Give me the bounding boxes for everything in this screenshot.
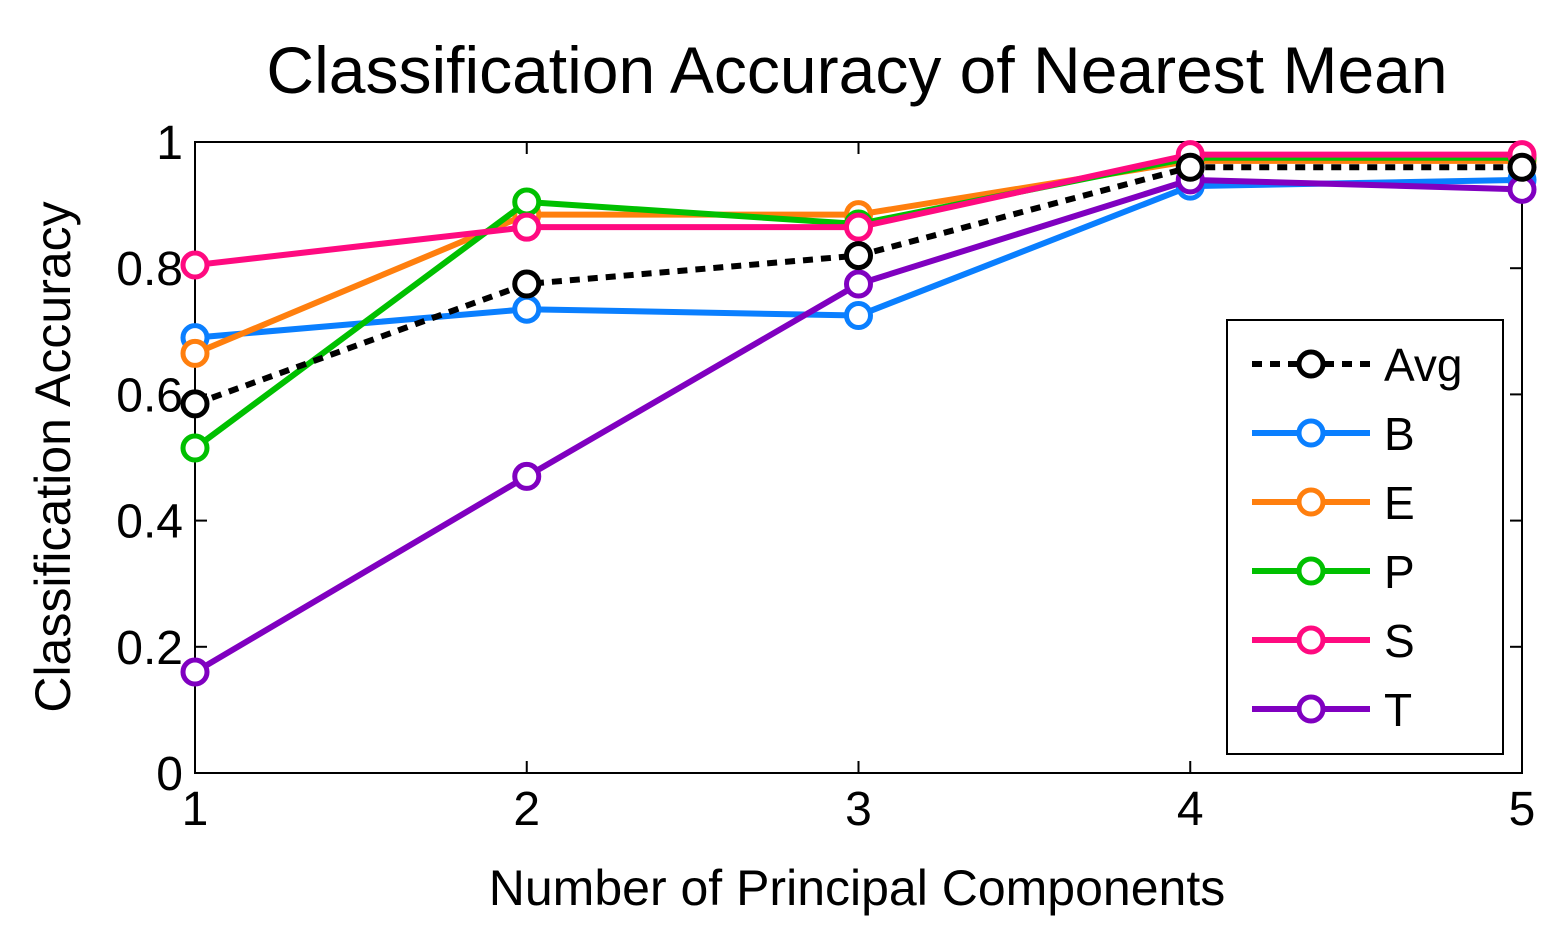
data-point-avg xyxy=(1507,152,1537,182)
y-axis-label: Classification Accuracy xyxy=(25,201,81,712)
legend-entry-t: T xyxy=(1252,684,1412,736)
y-tick-label: 1 xyxy=(156,117,183,170)
legend-box xyxy=(1226,319,1504,755)
data-point-avg xyxy=(512,269,542,299)
data-point-p xyxy=(180,433,210,463)
y-tick-label: 0.2 xyxy=(116,622,183,675)
series-t xyxy=(180,165,1537,687)
legend-swatch-marker xyxy=(1296,418,1326,448)
legend-entry-e: E xyxy=(1252,477,1415,529)
legend-swatch-marker xyxy=(1296,694,1326,724)
legend-entry-avg: Avg xyxy=(1252,339,1462,391)
data-point-avg xyxy=(180,389,210,419)
data-point-avg xyxy=(1175,152,1205,182)
series-s xyxy=(180,140,1537,280)
data-point-p xyxy=(512,187,542,217)
y-tick-label: 0.4 xyxy=(116,496,183,549)
legend-label: E xyxy=(1384,477,1415,529)
chart-title: Classification Accuracy of Nearest Mean xyxy=(266,33,1447,107)
y-tick-label: 0 xyxy=(156,748,183,801)
legend-entry-s: S xyxy=(1252,615,1415,667)
legend-entry-b: B xyxy=(1252,408,1415,460)
legend-swatch-marker xyxy=(1296,625,1326,655)
data-point-e xyxy=(180,338,210,368)
x-axis-label: Number of Principal Components xyxy=(489,860,1225,916)
legend-entry-p: P xyxy=(1252,546,1415,598)
y-tick-label: 0.6 xyxy=(116,369,183,422)
legend-label: S xyxy=(1384,615,1415,667)
data-point-b xyxy=(844,301,873,331)
legend-label: T xyxy=(1384,684,1412,736)
x-tick-label: 1 xyxy=(182,783,209,836)
x-tick-label: 5 xyxy=(1509,783,1536,836)
x-tick-label: 2 xyxy=(513,783,540,836)
data-point-s xyxy=(844,212,873,242)
data-point-s xyxy=(512,212,542,242)
data-point-b xyxy=(512,294,542,324)
legend-swatch-marker xyxy=(1296,487,1326,517)
y-tick-label: 0.8 xyxy=(116,243,183,296)
legend-swatch-marker xyxy=(1296,556,1326,586)
legend-label: B xyxy=(1384,408,1415,460)
data-point-t xyxy=(512,461,542,491)
data-point-t xyxy=(180,657,210,687)
series-layer xyxy=(180,140,1537,687)
x-tick-label: 4 xyxy=(1177,783,1204,836)
data-point-s xyxy=(180,250,210,280)
legend-label: P xyxy=(1384,546,1415,598)
x-tick-label: 3 xyxy=(845,783,872,836)
data-point-avg xyxy=(844,241,873,271)
data-point-t xyxy=(844,269,873,299)
legend-label: Avg xyxy=(1384,339,1462,391)
legend-swatch-marker xyxy=(1296,349,1326,379)
series-avg xyxy=(180,152,1537,419)
